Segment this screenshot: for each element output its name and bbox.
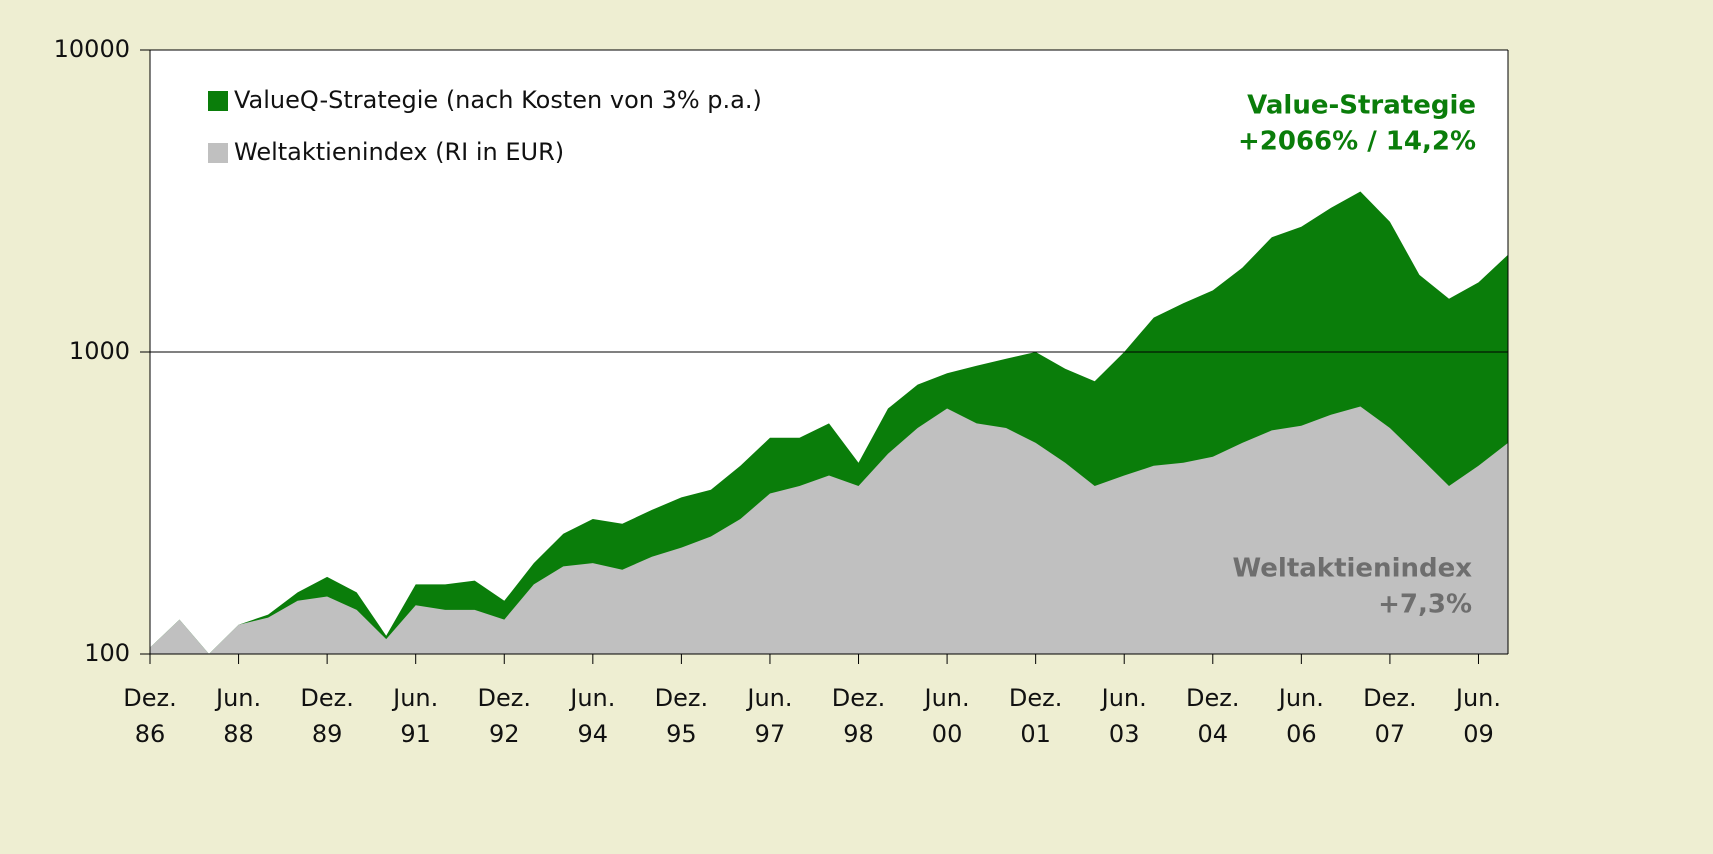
x-tick-label: Jun. 03	[1101, 684, 1147, 748]
x-tick-label: Jun. 00	[924, 684, 970, 748]
annotation: Value-Strategie	[1247, 91, 1476, 121]
x-tick-label: Dez. 86	[123, 684, 177, 748]
x-tick-label: Dez. 89	[300, 684, 354, 748]
x-tick-label: Jun. 91	[393, 684, 439, 748]
x-tick-label: Dez. 07	[1363, 684, 1417, 748]
x-tick-label: Dez. 92	[477, 684, 531, 748]
y-tick-label: 100	[84, 639, 130, 667]
legend-swatch	[208, 143, 228, 163]
legend-label: ValueQ-Strategie (nach Kosten von 3% p.a…	[234, 86, 762, 114]
x-tick-label: Dez. 98	[831, 684, 886, 748]
x-tick-label: Jun. 09	[1455, 684, 1502, 748]
legend-swatch	[208, 91, 228, 111]
annotation: Weltaktienindex	[1233, 554, 1473, 584]
y-tick-label: 10000	[54, 35, 130, 63]
annotation: +7,3%	[1378, 590, 1472, 620]
x-tick-label: Dez. 01	[1008, 684, 1063, 748]
y-tick-label: 1000	[69, 337, 130, 365]
x-tick-label: Jun. 06	[1278, 684, 1324, 748]
x-tick-label: Jun. 94	[570, 684, 616, 748]
legend-label: Weltaktienindex (RI in EUR)	[234, 138, 564, 166]
area	[150, 406, 1508, 654]
annotation: +2066% / 14,2%	[1238, 127, 1476, 157]
x-tick-label: Dez. 95	[654, 684, 709, 748]
x-tick-label: Jun. 88	[215, 684, 262, 748]
x-tick-label: Jun. 97	[747, 684, 793, 748]
x-tick-label: Dez. 04	[1186, 684, 1240, 748]
